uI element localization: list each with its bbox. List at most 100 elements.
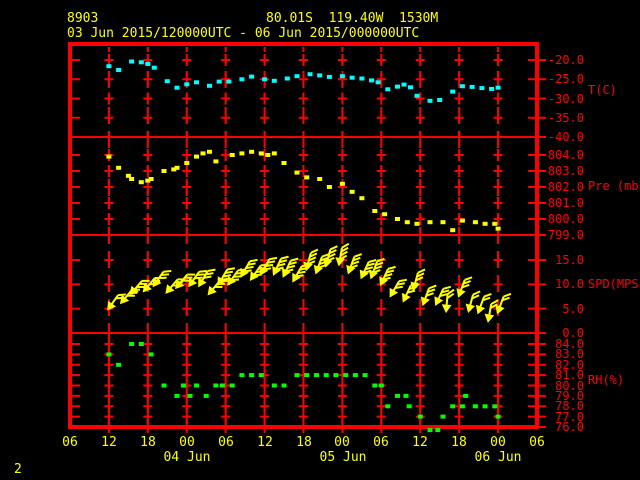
- temperature-axis-tick-label: -35.0: [547, 111, 584, 125]
- relative_humidity-point: [482, 404, 488, 409]
- wind-barb: [420, 284, 437, 307]
- temperature-axis-tick-label: -40.0: [547, 130, 584, 144]
- temperature-point: [184, 82, 190, 87]
- pressure-point: [395, 217, 400, 221]
- temperature-point: [216, 79, 222, 84]
- temperature-point: [459, 84, 465, 89]
- relative_humidity-point: [352, 373, 358, 378]
- x-axis-hour-label: 12: [257, 435, 273, 450]
- temperature-point: [151, 65, 157, 70]
- pressure-point: [359, 196, 365, 201]
- pressure-point: [440, 220, 446, 225]
- wind-barb: [281, 257, 299, 278]
- x-axis-hour-label: 12: [412, 435, 428, 450]
- x-axis-hour-label: 06: [218, 435, 234, 450]
- temperature-axis-tick-label: -30.0: [547, 92, 584, 106]
- x-date-label-06jun: 06 Jun: [474, 450, 522, 465]
- temperature-point: [450, 89, 456, 94]
- relative_humidity-point: [403, 393, 409, 398]
- pressure-point: [138, 180, 144, 185]
- pressure-point: [495, 226, 501, 231]
- relative_humidity-point: [174, 393, 180, 398]
- temperature-point: [284, 76, 290, 81]
- relative_humidity-axis-tick-label: 79.0: [555, 389, 584, 403]
- relative_humidity-point: [450, 404, 456, 409]
- relative_humidity-point: [343, 373, 349, 378]
- relative_humidity-point: [148, 352, 154, 357]
- temperature-point: [317, 73, 323, 78]
- pressure-point: [145, 178, 151, 183]
- pressure-point: [174, 165, 180, 170]
- pressure-axis-tick-label: 799.0: [547, 228, 584, 242]
- relative_humidity-point: [106, 352, 112, 357]
- pressure-point: [171, 167, 177, 172]
- temperature-point: [145, 61, 151, 66]
- relative_humidity-point: [281, 383, 287, 388]
- wind-barb: [335, 242, 350, 267]
- relative_humidity-point: [435, 428, 441, 433]
- x-axis-hour-label: 06: [62, 435, 78, 450]
- wind-barb: [368, 257, 385, 280]
- relative_humidity-point: [129, 342, 135, 346]
- temperature-point: [385, 87, 391, 92]
- temperature-point: [164, 79, 170, 84]
- temperature-point: [116, 68, 122, 72]
- relative_humidity-axis-tick-label: 78.0: [555, 399, 584, 413]
- wind-barb: [379, 265, 396, 287]
- wind-barb: [129, 279, 150, 296]
- relative_humidity-point: [495, 414, 501, 419]
- temperature-point: [479, 86, 485, 91]
- relative_humidity-point: [271, 383, 277, 388]
- temperature-point: [249, 74, 255, 79]
- panel-label-humidity: RH(%): [588, 373, 625, 387]
- pressure-point: [304, 175, 310, 180]
- wind-barb: [107, 293, 126, 311]
- relative_humidity-axis-tick-label: 76.0: [555, 420, 584, 434]
- pressure-point: [450, 228, 456, 233]
- temperature-point: [369, 78, 375, 83]
- wind-barb: [152, 270, 172, 288]
- temperature-point: [401, 82, 407, 87]
- x-axis-hour-label: 00: [490, 435, 506, 450]
- relative_humidity-point: [203, 393, 209, 398]
- time-range: 03 Jun 2015/120000UTC - 06 Jun 2015/0000…: [67, 26, 420, 41]
- temperature-point: [339, 74, 345, 79]
- relative_humidity-axis-tick-label: 80.0: [555, 379, 584, 393]
- wind_speed-axis-tick-label: 0.0: [562, 326, 584, 340]
- pressure-point: [271, 151, 277, 156]
- pressure-point: [265, 153, 271, 157]
- pressure-point: [106, 154, 112, 159]
- wind-barb: [259, 256, 278, 276]
- relative_humidity-point: [440, 414, 446, 419]
- wind-barb: [359, 259, 377, 280]
- relative_humidity-point: [187, 393, 193, 398]
- pressure-point: [213, 159, 219, 164]
- x-axis-hour-label: 18: [140, 435, 156, 450]
- temperature-point: [359, 76, 365, 81]
- pressure-point: [129, 177, 135, 181]
- relative_humidity-point: [406, 404, 412, 409]
- pressure-point: [459, 218, 465, 223]
- wind_speed-axis-tick-label: 5.0: [562, 302, 584, 316]
- relative_humidity-point: [372, 383, 378, 388]
- relative_humidity-point: [323, 373, 329, 378]
- wind-barb: [465, 290, 481, 314]
- temperature-point: [375, 80, 381, 85]
- relative_humidity-point: [314, 373, 319, 378]
- temperature-point: [408, 85, 413, 90]
- temperature-point: [194, 80, 199, 85]
- temperature-point: [414, 93, 420, 98]
- temperature-point: [395, 84, 400, 89]
- pressure-point: [472, 220, 478, 225]
- temperature-point: [207, 83, 212, 88]
- pressure-point: [372, 209, 378, 213]
- relative_humidity-point: [333, 373, 339, 378]
- relative_humidity-point: [417, 414, 423, 419]
- pressure-point: [294, 170, 300, 175]
- pressure-axis-tick-label: 800.0: [547, 212, 584, 226]
- relative_humidity-point: [385, 404, 391, 409]
- temperature-point: [427, 98, 433, 103]
- x-axis-hour-label: 06: [373, 435, 389, 450]
- temperature-axis-tick-label: -25.0: [547, 72, 584, 86]
